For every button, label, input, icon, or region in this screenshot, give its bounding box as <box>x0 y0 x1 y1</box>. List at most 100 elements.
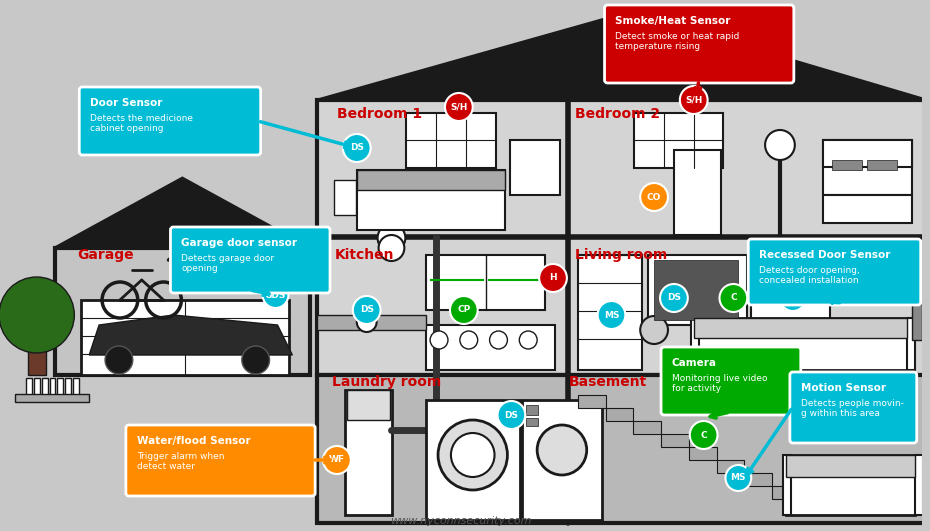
Text: MS: MS <box>731 474 746 483</box>
Text: S/H: S/H <box>685 96 702 105</box>
Bar <box>786 455 915 515</box>
Text: DS: DS <box>504 410 518 419</box>
Bar <box>526 405 538 415</box>
Bar <box>58 378 63 396</box>
Text: Garage: Garage <box>77 248 134 262</box>
Circle shape <box>538 425 587 475</box>
FancyBboxPatch shape <box>790 372 917 443</box>
FancyBboxPatch shape <box>661 347 801 415</box>
Bar <box>334 180 356 215</box>
Text: MS: MS <box>604 311 619 320</box>
Text: DS: DS <box>360 305 374 314</box>
Text: CP: CP <box>458 305 471 314</box>
Circle shape <box>262 282 288 308</box>
Bar <box>648 255 747 325</box>
Bar <box>772 486 800 499</box>
Bar <box>357 170 505 190</box>
Circle shape <box>378 224 405 252</box>
Bar <box>800 499 828 512</box>
Bar <box>751 255 830 325</box>
Bar <box>605 408 633 421</box>
Bar <box>15 394 89 402</box>
Bar <box>674 150 722 235</box>
Circle shape <box>379 235 405 261</box>
Circle shape <box>451 433 495 477</box>
Circle shape <box>430 331 448 349</box>
Bar <box>822 195 911 223</box>
Bar <box>911 280 922 340</box>
Circle shape <box>690 421 718 449</box>
Text: Motion Sensor: Motion Sensor <box>801 383 885 393</box>
Circle shape <box>640 183 668 211</box>
Circle shape <box>498 401 525 429</box>
Circle shape <box>323 446 351 474</box>
FancyBboxPatch shape <box>126 425 315 496</box>
Bar <box>822 140 911 195</box>
Text: www.nyconnsecurity.com: www.nyconnsecurity.com <box>390 516 532 526</box>
Text: Bedroom 1: Bedroom 1 <box>337 107 422 121</box>
Circle shape <box>765 130 795 160</box>
Circle shape <box>680 86 708 114</box>
Circle shape <box>725 465 751 491</box>
Text: CO: CO <box>647 193 661 201</box>
Bar <box>822 140 911 167</box>
Bar <box>633 421 661 434</box>
Text: Water/flood Sensor: Water/flood Sensor <box>137 436 250 446</box>
Text: WF: WF <box>329 456 345 465</box>
Bar <box>42 378 47 396</box>
Circle shape <box>343 134 371 162</box>
Text: Kitchen: Kitchen <box>335 248 394 262</box>
Text: Detect smoke or heat rapid
temperature rising: Detect smoke or heat rapid temperature r… <box>616 32 740 52</box>
Text: DS: DS <box>667 294 681 303</box>
Circle shape <box>357 312 377 332</box>
Circle shape <box>640 316 668 344</box>
Bar <box>907 318 915 370</box>
Bar <box>426 400 520 520</box>
Text: C: C <box>700 431 707 440</box>
Text: Monitoring live video
for activity: Monitoring live video for activity <box>672 374 767 393</box>
Bar <box>694 318 907 370</box>
Text: Detects people movin-
g within this area: Detects people movin- g within this area <box>801 399 904 418</box>
Text: Detects the medicione
cabinet opening: Detects the medicione cabinet opening <box>90 114 193 133</box>
Bar <box>523 400 602 520</box>
Bar <box>654 260 738 320</box>
Bar <box>689 447 716 460</box>
Bar <box>783 455 790 515</box>
Text: Basement: Basement <box>569 375 647 389</box>
Polygon shape <box>89 315 292 355</box>
Circle shape <box>0 277 74 353</box>
Text: RDS: RDS <box>782 294 804 303</box>
Circle shape <box>242 346 270 374</box>
Bar <box>345 390 392 515</box>
FancyBboxPatch shape <box>604 5 794 83</box>
Bar <box>716 460 744 473</box>
Bar <box>426 255 545 310</box>
Bar <box>511 140 560 195</box>
Bar <box>832 160 862 170</box>
Circle shape <box>489 331 508 349</box>
Text: GDS: GDS <box>265 290 286 299</box>
Bar <box>694 318 907 338</box>
Bar <box>73 378 79 396</box>
Bar <box>661 434 689 447</box>
FancyBboxPatch shape <box>79 87 260 155</box>
Text: Smoke/Heat Sensor: Smoke/Heat Sensor <box>616 16 731 26</box>
Bar <box>406 113 496 168</box>
Bar <box>426 325 555 370</box>
Bar <box>49 378 56 396</box>
Text: Camera: Camera <box>672 358 717 368</box>
Bar <box>357 170 505 230</box>
Circle shape <box>780 285 805 311</box>
Text: H: H <box>550 273 557 282</box>
Bar <box>317 315 426 330</box>
Bar <box>578 395 605 408</box>
Bar <box>317 375 926 523</box>
Text: Living room: Living room <box>575 248 667 262</box>
Circle shape <box>445 93 472 121</box>
Text: Detects door opening,
concealed installation: Detects door opening, concealed installa… <box>759 266 860 285</box>
Text: Laundry room: Laundry room <box>332 375 441 389</box>
Circle shape <box>352 296 380 324</box>
Circle shape <box>459 331 478 349</box>
Bar <box>634 113 724 168</box>
Bar <box>786 455 915 477</box>
